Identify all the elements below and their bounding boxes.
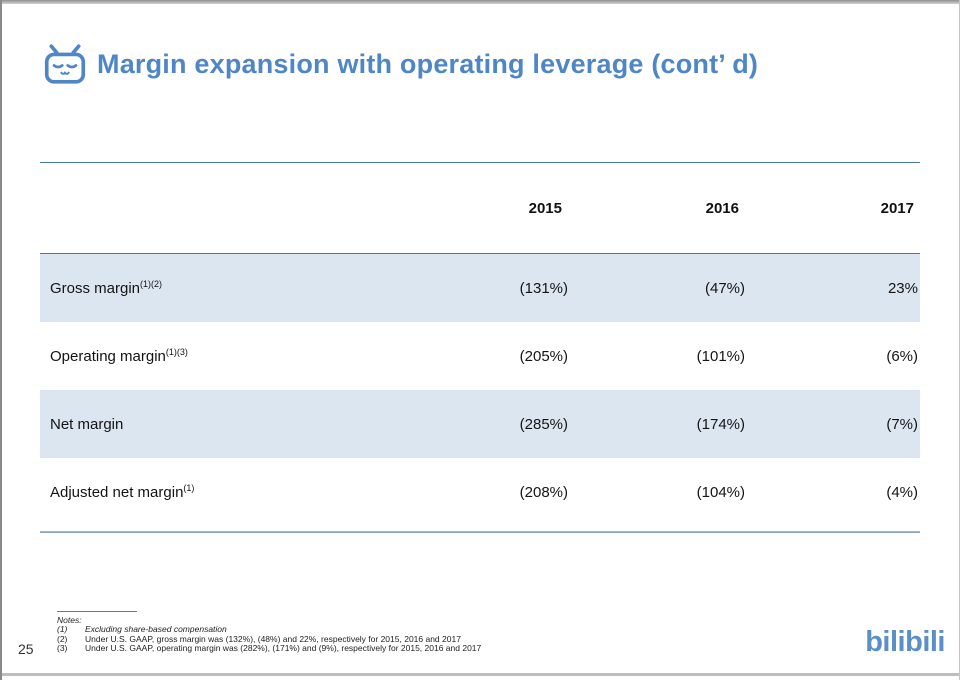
cell-value: (208%) <box>519 483 568 501</box>
slide-left-border <box>0 0 2 680</box>
table-top-rule <box>40 162 920 163</box>
footnotes-separator <box>57 611 137 612</box>
footnote-text: Excluding share-based compensation <box>85 624 227 634</box>
footnotes-heading: Notes: <box>57 615 82 625</box>
cell-value: (7%) <box>886 415 918 433</box>
margin-table: 2015 2016 2017 Gross margin(1)(2) (131%)… <box>40 162 920 533</box>
cell-value: (47%) <box>704 279 745 297</box>
cell-value: (101%) <box>696 347 745 365</box>
cell-value: (6%) <box>886 347 918 365</box>
cell-value: (205%) <box>519 347 568 365</box>
table-bottom-rule <box>40 531 920 533</box>
footnote-ref: (1)(3) <box>165 347 188 357</box>
footnote-ref: (1)(2) <box>140 279 163 289</box>
cell-value: (4%) <box>886 483 918 501</box>
bilibili-tv-icon <box>44 44 86 85</box>
column-header-2016: 2016 <box>705 199 739 217</box>
footnote-2: (2) Under U.S. GAAP, gross margin was (1… <box>57 633 481 645</box>
column-header-2017: 2017 <box>880 199 914 217</box>
cell-value: (104%) <box>696 483 745 501</box>
footnote-1: (1) Excluding share-based compensation <box>57 624 481 635</box>
footnote-3: (3) Under U.S. GAAP, operating margin wa… <box>57 644 481 654</box>
footnote-text: Under U.S. GAAP, operating margin was (2… <box>85 643 482 654</box>
footnote-number: (2) <box>57 633 68 644</box>
table-row-gross-margin: Gross margin(1)(2) (131%) (47%) 23% <box>40 254 920 322</box>
footnote-number: (3) <box>57 643 68 654</box>
footnotes: Notes: (1) Excluding share-based compens… <box>57 611 481 654</box>
column-header-2015: 2015 <box>528 199 562 217</box>
cell-value: (131%) <box>519 279 568 297</box>
page-number: 25 <box>18 641 34 657</box>
slide-bottom-border <box>0 673 960 676</box>
cell-value: (285%) <box>519 415 568 433</box>
slide-header: Margin expansion with operating leverage… <box>44 44 758 85</box>
footnote-ref: (1) <box>183 483 195 493</box>
bilibili-logo: bilibili <box>865 626 945 658</box>
footnote-number: (1) <box>57 624 68 634</box>
table-header-row: 2015 2016 2017 <box>40 163 920 254</box>
cell-value: 23% <box>887 279 918 297</box>
row-label: Operating margin(1)(3) <box>50 347 188 365</box>
row-label: Adjusted net margin(1) <box>50 483 195 501</box>
table-row-operating-margin: Operating margin(1)(3) (205%) (101%) (6%… <box>40 322 920 390</box>
slide-top-border <box>0 0 960 4</box>
row-label: Net margin <box>50 416 124 433</box>
page-title: Margin expansion with operating leverage… <box>97 49 759 79</box>
row-label: Gross margin(1)(2) <box>50 279 163 297</box>
footnote-text: Under U.S. GAAP, gross margin was (132%)… <box>85 633 461 644</box>
table-row-adjusted-net-margin: Adjusted net margin(1) (208%) (104%) (4%… <box>40 458 920 526</box>
cell-value: (174%) <box>696 415 745 433</box>
table-row-net-margin: Net margin (285%) (174%) (7%) <box>40 390 920 458</box>
